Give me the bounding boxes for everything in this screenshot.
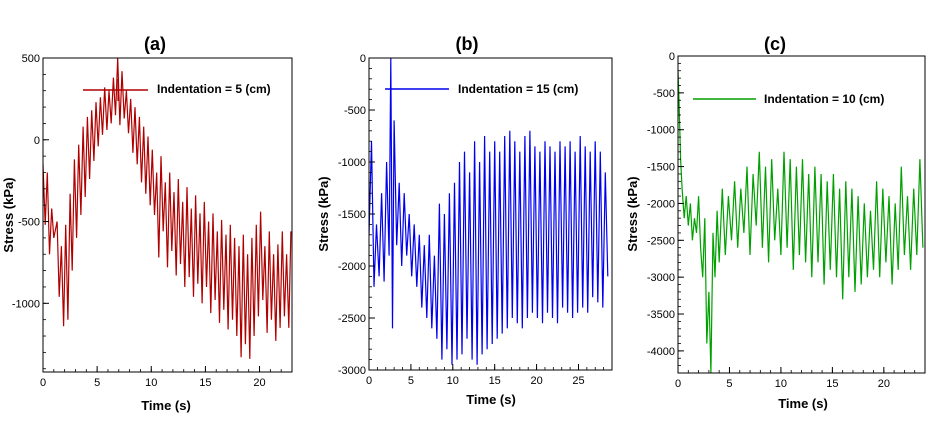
- y-tick-label: 0: [34, 135, 40, 147]
- chart-panel-a: (a) Time (s) Stress (kPa) Indentation = …: [1, 34, 293, 413]
- x-tick-label: 20: [253, 377, 265, 389]
- y-tick-label: -2000: [647, 198, 675, 210]
- y-tick-label: -2500: [338, 313, 366, 325]
- legend-label-c: Indentation = 10 (cm): [764, 92, 884, 106]
- x-tick-label: 10: [447, 375, 459, 387]
- x-tick-label: 5: [94, 377, 100, 389]
- y-tick-label: -1000: [338, 157, 366, 169]
- y-tick-label: -3500: [647, 309, 675, 321]
- x-axis-label-c: Time (s): [778, 396, 828, 411]
- y-axis-label-b: Stress (kPa): [316, 176, 331, 251]
- y-tick-label: 0: [669, 51, 675, 63]
- x-tick-label: 10: [145, 377, 157, 389]
- y-tick-label: -2500: [647, 235, 675, 247]
- x-tick-label: 15: [826, 378, 838, 390]
- x-axis-label-b: Time (s): [466, 392, 516, 407]
- y-tick-label: -1000: [647, 125, 675, 137]
- y-tick-label: -500: [653, 88, 675, 100]
- x-tick-label: 0: [40, 377, 46, 389]
- y-axis-label-a: Stress (kPa): [1, 177, 16, 252]
- chart-panel-b: (b) Time (s) Stress (kPa) Indentation = …: [316, 34, 613, 407]
- y-tick-label: -1500: [647, 162, 675, 174]
- x-tick-label: 20: [530, 375, 542, 387]
- x-tick-label: 0: [366, 375, 372, 387]
- x-tick-label: 15: [199, 377, 211, 389]
- x-tick-label: 15: [489, 375, 501, 387]
- plot-frame-a: [42, 57, 293, 373]
- series-line-b: [369, 58, 609, 365]
- y-tick-label: -500: [18, 217, 40, 229]
- y-tick-label: -1000: [12, 298, 40, 310]
- x-tick-label: 0: [675, 378, 681, 390]
- y-tick-label: -4000: [647, 346, 675, 358]
- x-tick-label: 5: [408, 375, 414, 387]
- y-tick-label: -2000: [338, 261, 366, 273]
- x-tick-label: 20: [878, 378, 890, 390]
- x-tick-label: 5: [726, 378, 732, 390]
- y-tick-label: 0: [360, 53, 366, 65]
- y-tick-label: 500: [22, 53, 40, 65]
- chart-title-a: (a): [144, 34, 166, 54]
- x-tick-label: 25: [572, 375, 584, 387]
- y-tick-label: -3000: [647, 272, 675, 284]
- y-axis-label-c: Stress (kPa): [625, 176, 640, 251]
- x-axis-label-a: Time (s): [141, 398, 191, 413]
- y-tick-label: -3000: [338, 365, 366, 377]
- series-line-c: [678, 70, 924, 373]
- y-tick-label: -1500: [338, 209, 366, 221]
- y-tick-label: -500: [344, 105, 366, 117]
- legend-label-a: Indentation = 5 (cm): [157, 82, 271, 96]
- legend-label-b: Indentation = 15 (cm): [458, 82, 578, 96]
- chart-title-b: (b): [456, 34, 479, 54]
- chart-panel-c: (c) Time (s) Stress (kPa) Indentation = …: [625, 34, 926, 411]
- chart-title-c: (c): [764, 34, 786, 54]
- x-tick-label: 10: [775, 378, 787, 390]
- series-line-a: [43, 58, 292, 359]
